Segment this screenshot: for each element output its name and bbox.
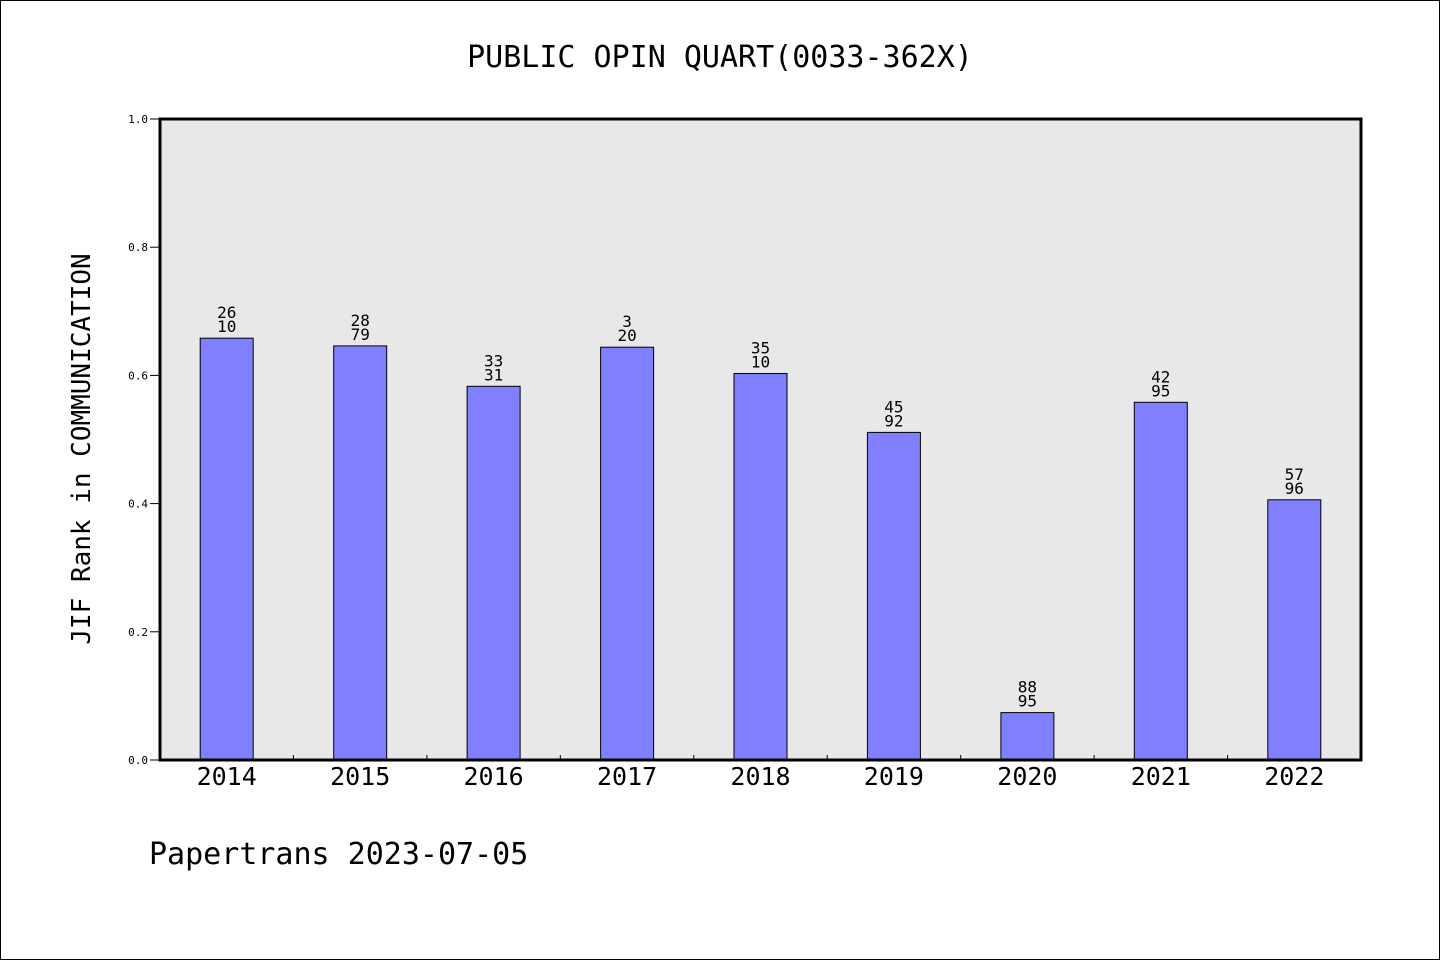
bar-label-2016-rank: 33: [484, 351, 503, 370]
bar-label-2019-total: 92: [884, 411, 903, 430]
bar-2021: [1133, 401, 1188, 761]
bar-2017: [600, 346, 655, 761]
bar-2018: [733, 373, 788, 761]
x-tick-label-2015: 2015: [330, 762, 390, 791]
bar-label-2017-rank: 3: [622, 312, 632, 331]
x-tick-label-2021: 2021: [1131, 762, 1191, 791]
y-tick-label-1.0: 1.0: [128, 113, 148, 126]
y-axis-ticks: 0.0 0.2 0.4 0.6 0.8 1.0: [128, 113, 160, 767]
bar-2022: [1267, 499, 1322, 761]
y-axis-label: JIF Rank in COMMUNICATION: [67, 253, 97, 644]
bar-2014: [199, 337, 254, 761]
bar-2019: [866, 431, 921, 761]
bar-label-2022-rank: 57: [1285, 465, 1304, 484]
bar-label-2017-total: 20: [617, 326, 636, 345]
x-tick-label-2018: 2018: [730, 762, 790, 791]
bar-label-2014-total: 10: [217, 317, 236, 336]
bar-label-2018-total: 10: [751, 353, 770, 372]
bar-2016: [466, 385, 521, 761]
y-tick-label-0.4: 0.4: [128, 498, 148, 511]
bar-label-2020-rank: 88: [1018, 678, 1037, 697]
bar-label-2016-total: 31: [484, 365, 503, 384]
bar-2020: [1000, 712, 1055, 761]
plot-border: [158, 117, 1363, 762]
x-tick-label-2022: 2022: [1264, 762, 1324, 791]
bar-label-2019-rank: 45: [884, 397, 903, 416]
bar-label-2015-rank: 28: [351, 311, 370, 330]
bar-2015: [333, 345, 388, 761]
bar-label-2014-rank: 26: [217, 303, 236, 322]
footer-watermark: Papertrans 2023-07-05: [149, 837, 528, 872]
y-tick-label-0.6: 0.6: [128, 369, 148, 382]
x-tick-label-2020: 2020: [997, 762, 1057, 791]
chart-title: PUBLIC OPIN QUART(0033-362X): [467, 40, 973, 75]
y-tick-label-0.0: 0.0: [128, 754, 148, 767]
x-tick-label-2019: 2019: [864, 762, 924, 791]
y-tick-label-0.2: 0.2: [128, 626, 148, 639]
bar-label-2021-total: 95: [1151, 381, 1170, 400]
bar-label-2022-total: 96: [1285, 479, 1304, 498]
bar-label-2015-total: 79: [351, 325, 370, 344]
bars-layer: [199, 337, 1322, 761]
x-axis-ticks: 2014 2015 2016 2017 2018 2019 2020 2021 2022: [197, 755, 1324, 791]
x-tick-label-2016: 2016: [463, 762, 523, 791]
y-tick-label-0.8: 0.8: [128, 241, 148, 254]
bar-label-2018-rank: 35: [751, 339, 770, 358]
bar-label-2020-total: 95: [1018, 692, 1037, 711]
x-tick-label-2017: 2017: [597, 762, 657, 791]
x-tick-label-2014: 2014: [197, 762, 257, 791]
bar-label-2021-rank: 42: [1151, 367, 1170, 386]
